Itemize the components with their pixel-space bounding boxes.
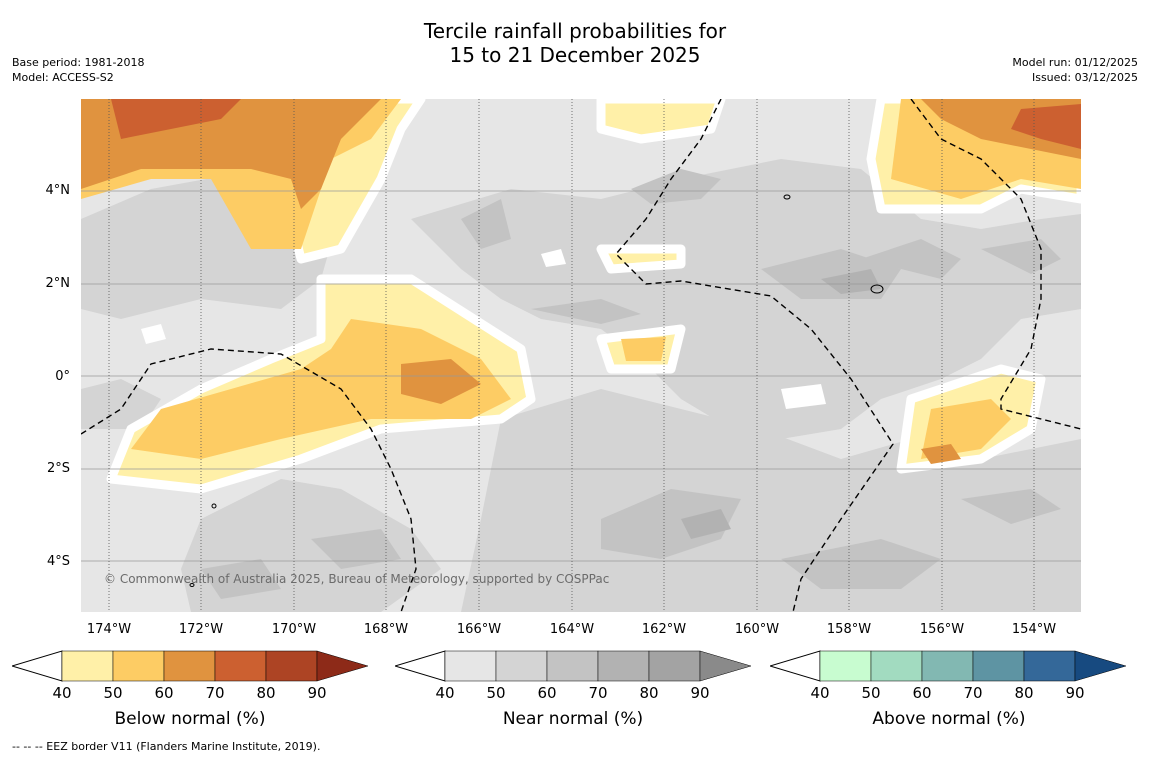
below-swatch-90 <box>316 650 369 682</box>
above-swatch-40 <box>819 650 872 682</box>
above-swatch-80 <box>1023 650 1076 682</box>
copyright-notice: © Commonwealth of Australia 2025, Bureau… <box>104 572 610 586</box>
lat-label-2s: 2°S <box>46 461 70 476</box>
near-tick-80: 80 <box>639 684 659 702</box>
eez-footnote: -- -- -- EEZ border V11 (Flanders Marine… <box>12 740 321 753</box>
above-tick-50: 50 <box>861 684 881 702</box>
near-tick-60: 60 <box>537 684 557 702</box>
above-tick-70: 70 <box>963 684 983 702</box>
below-tick-70: 70 <box>205 684 225 702</box>
below-tick-80: 80 <box>256 684 276 702</box>
near-swatch-90 <box>699 650 752 682</box>
above-swatch-60 <box>921 650 974 682</box>
below-normal-title: Below normal (%) <box>114 709 266 729</box>
lon-label-172w: 172°W <box>178 622 224 637</box>
below-swatch-70 <box>214 650 267 682</box>
above-swatch-50 <box>870 650 923 682</box>
near-swatch-80 <box>648 650 701 682</box>
above-swatch-90 <box>1074 650 1127 682</box>
lon-label-156w: 156°W <box>919 622 965 637</box>
near-swatch-40 <box>444 650 497 682</box>
above-swatch-70 <box>972 650 1025 682</box>
below-swatch-50 <box>112 650 165 682</box>
lon-label-166w: 166°W <box>456 622 502 637</box>
lon-label-168w: 168°W <box>363 622 409 637</box>
lon-label-162w: 162°W <box>641 622 687 637</box>
model-run-label: Model run: 01/12/2025 <box>1012 56 1138 69</box>
above-tick-60: 60 <box>912 684 932 702</box>
above-normal-title: Above normal (%) <box>872 709 1026 729</box>
near-normal-colorbar <box>395 650 752 682</box>
lon-label-174w: 174°W <box>86 622 132 637</box>
title-line-2: 15 to 21 December 2025 <box>449 43 701 67</box>
lat-label-4n: 4°N <box>45 183 71 198</box>
issued-label: Issued: 03/12/2025 <box>1031 71 1138 84</box>
lon-label-158w: 158°W <box>826 622 872 637</box>
above-tick-90: 90 <box>1065 684 1085 702</box>
probability-map <box>81 99 1081 612</box>
model-label: Model: ACCESS-S2 <box>12 71 114 84</box>
near-tick-70: 70 <box>588 684 608 702</box>
base-period-label: Base period: 1981-2018 <box>12 56 145 69</box>
lat-label-2n: 2°N <box>45 276 71 291</box>
below-swatch-80 <box>265 650 318 682</box>
lon-label-164w: 164°W <box>549 622 595 637</box>
lon-label-170w: 170°W <box>271 622 317 637</box>
above-tick-80: 80 <box>1014 684 1034 702</box>
near-normal-title: Near normal (%) <box>502 709 644 729</box>
lat-label-4s: 4°S <box>46 554 70 569</box>
below-tick-40: 40 <box>52 684 72 702</box>
below-tick-90: 90 <box>307 684 327 702</box>
near-tick-90: 90 <box>690 684 710 702</box>
below-normal-colorbar <box>12 650 369 682</box>
near-tick-40: 40 <box>435 684 455 702</box>
near-tick-50: 50 <box>486 684 506 702</box>
below-tick-60: 60 <box>154 684 174 702</box>
above-tick-40: 40 <box>810 684 830 702</box>
below-swatch-40 <box>61 650 114 682</box>
below-swatch-60 <box>163 650 216 682</box>
title-line-1: Tercile rainfall probabilities for <box>423 19 727 43</box>
near-swatch-60 <box>546 650 599 682</box>
near-swatch-70 <box>597 650 650 682</box>
below-tick-50: 50 <box>103 684 123 702</box>
above-normal-colorbar <box>770 650 1127 682</box>
lon-label-154w: 154°W <box>1011 622 1057 637</box>
lat-label-0: 0° <box>55 369 70 384</box>
lon-label-160w: 160°W <box>734 622 780 637</box>
near-swatch-50 <box>495 650 548 682</box>
